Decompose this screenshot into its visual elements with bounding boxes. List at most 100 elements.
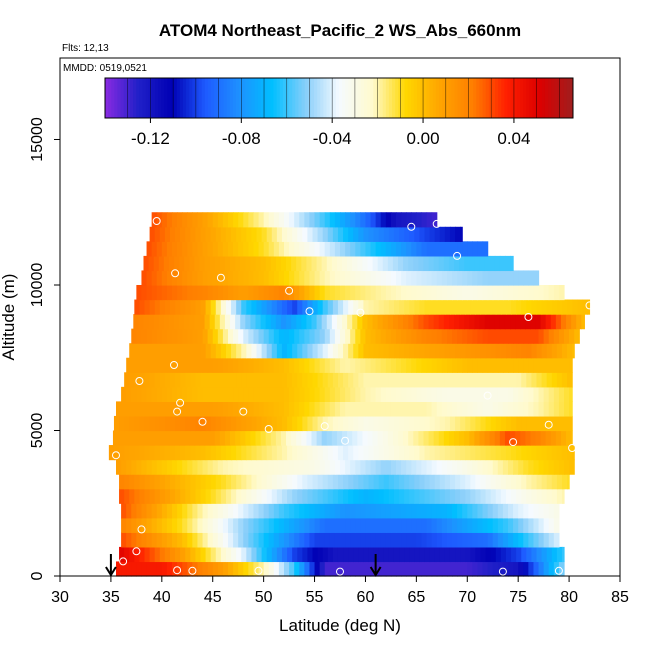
heatmap-cell xyxy=(457,386,463,402)
heatmap-cell xyxy=(146,503,153,519)
heatmap-cell xyxy=(345,561,351,577)
heatmap-cell xyxy=(294,284,300,301)
heatmap-cell xyxy=(428,314,435,330)
sample-point xyxy=(305,307,314,316)
heatmap-cell xyxy=(129,488,135,504)
heatmap-cell xyxy=(497,328,504,344)
colorbar-segment xyxy=(164,78,168,118)
heatmap-cell xyxy=(139,488,146,504)
heatmap-cell xyxy=(273,270,280,286)
heatmap-cell xyxy=(266,546,273,563)
colorbar-segment xyxy=(363,78,368,118)
heatmap-cell xyxy=(548,401,555,417)
heatmap-cell xyxy=(331,430,338,446)
heatmap-cell xyxy=(357,430,363,446)
heatmap-cell xyxy=(508,503,514,519)
colorbar-segment xyxy=(326,78,331,118)
heatmap-cell xyxy=(177,328,183,344)
heatmap-cell xyxy=(446,561,453,577)
heatmap-cell xyxy=(513,270,519,286)
heatmap-cell xyxy=(144,546,151,563)
heatmap-cell xyxy=(536,546,543,563)
colorbar-segment xyxy=(217,78,221,118)
heatmap-cell xyxy=(383,226,390,242)
heatmap-cell xyxy=(342,430,348,446)
heatmap-cell xyxy=(462,401,468,417)
colorbar-segment xyxy=(560,78,565,118)
heatmap-cell xyxy=(490,299,497,315)
heatmap-cell xyxy=(474,255,481,272)
heatmap-cell xyxy=(182,459,188,475)
heatmap-cell xyxy=(187,517,193,533)
heatmap-cell xyxy=(572,445,575,461)
heatmap-cell xyxy=(567,299,573,315)
heatmap-cell xyxy=(233,517,239,533)
heatmap-cell xyxy=(495,372,502,388)
heatmap-cell xyxy=(513,386,519,402)
heatmap-cell xyxy=(182,503,188,519)
heatmap-cell xyxy=(332,299,339,315)
sample-point xyxy=(568,444,577,452)
heatmap-cell xyxy=(141,503,148,519)
heatmap-cell xyxy=(144,299,151,315)
heatmap-cell xyxy=(370,284,377,301)
heatmap-cell xyxy=(207,459,214,475)
heatmap-cell xyxy=(388,474,395,490)
heatmap-cell xyxy=(345,270,351,286)
colorbar-segment xyxy=(136,78,140,118)
heatmap-cell xyxy=(243,284,249,301)
heatmap-cell xyxy=(253,328,260,344)
heatmap-cell xyxy=(164,488,171,504)
heatmap-cell xyxy=(521,546,527,563)
heatmap-cell xyxy=(317,474,324,490)
heatmap-cell xyxy=(378,343,385,359)
heatmap-cell xyxy=(307,372,314,388)
heatmap-cell xyxy=(536,415,543,432)
heatmap-cell xyxy=(431,284,438,301)
heatmap-cell xyxy=(477,241,484,257)
colorbar-segment xyxy=(295,78,299,118)
colorbar-segment xyxy=(526,78,530,118)
heatmap-cell xyxy=(212,212,219,228)
heatmap-cell xyxy=(314,357,321,373)
heatmap-cell xyxy=(446,401,453,417)
sample-point xyxy=(173,566,182,575)
colorbar-segment xyxy=(257,78,262,118)
heatmap-cell xyxy=(546,299,553,315)
heatmap-cell xyxy=(439,299,446,315)
colorbar-segment xyxy=(133,78,137,118)
heatmap-cell xyxy=(299,328,305,344)
heatmap-cell xyxy=(443,430,450,446)
heatmap-cell xyxy=(166,401,173,417)
heatmap-cell xyxy=(411,270,417,286)
heatmap-cell xyxy=(182,401,188,417)
heatmap-cell xyxy=(433,430,440,446)
heatmap-cell xyxy=(373,474,380,490)
colorbar-segment xyxy=(417,78,421,118)
heatmap-cell xyxy=(163,255,170,272)
heatmap-cell xyxy=(154,226,161,242)
heatmap-cell xyxy=(251,546,258,563)
heatmap-cell xyxy=(126,386,132,402)
heatmap-cell xyxy=(256,488,263,504)
heatmap-cell xyxy=(423,255,430,272)
heatmap-cell xyxy=(561,343,568,359)
heatmap-cell xyxy=(304,386,311,402)
heatmap-cell xyxy=(266,299,273,315)
heatmap-cell xyxy=(502,328,509,344)
heatmap-cell xyxy=(246,343,253,359)
heatmap-cell xyxy=(561,488,565,504)
heatmap-cell xyxy=(200,445,207,461)
heatmap-cell xyxy=(490,488,497,504)
heatmap-cell xyxy=(426,503,433,519)
heatmap-cell xyxy=(327,474,334,490)
heatmap-cell xyxy=(238,241,244,257)
heatmap-cell xyxy=(312,299,319,315)
colorbar-segment xyxy=(410,78,415,118)
heatmap-cell xyxy=(332,445,339,461)
heatmap-cell xyxy=(383,343,390,359)
sample-point xyxy=(483,391,492,400)
heatmap-cell xyxy=(231,488,237,504)
heatmap-cell xyxy=(449,343,456,359)
heatmap-cell xyxy=(467,328,473,344)
